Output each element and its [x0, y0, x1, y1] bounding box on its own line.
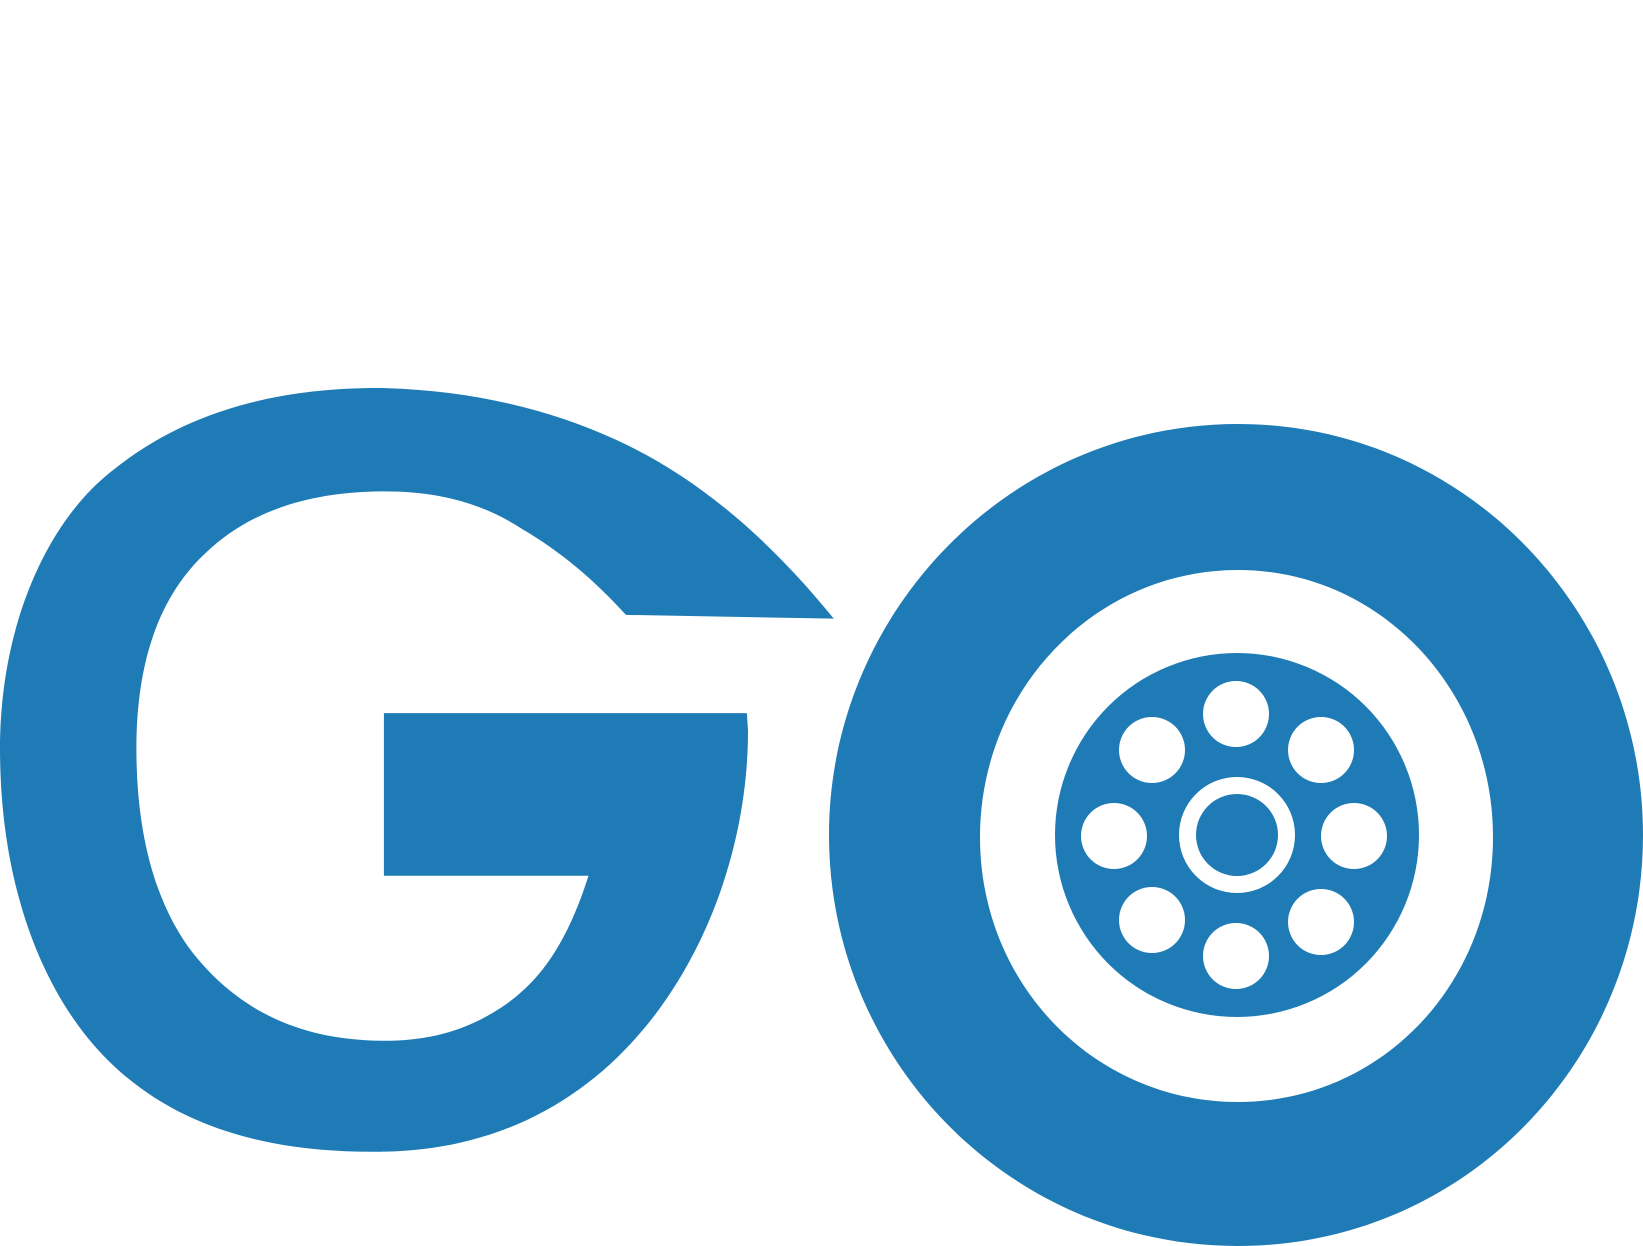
reel-hole-bottom-right — [1288, 889, 1354, 955]
reel-hole-bottom-left — [1119, 887, 1185, 953]
reel-hole-right — [1321, 803, 1387, 869]
reel-hole-left — [1081, 803, 1147, 869]
film-reel-icon — [1055, 653, 1419, 1017]
logo-letter-g — [0, 388, 834, 1152]
logo-letter-o — [829, 424, 1643, 1246]
reel-hole-top-right — [1288, 717, 1354, 783]
reel-hole-top-left — [1119, 717, 1185, 783]
reel-hub-center — [1196, 794, 1278, 876]
reel-hole-top — [1203, 681, 1269, 747]
reel-hole-bottom — [1203, 923, 1269, 989]
